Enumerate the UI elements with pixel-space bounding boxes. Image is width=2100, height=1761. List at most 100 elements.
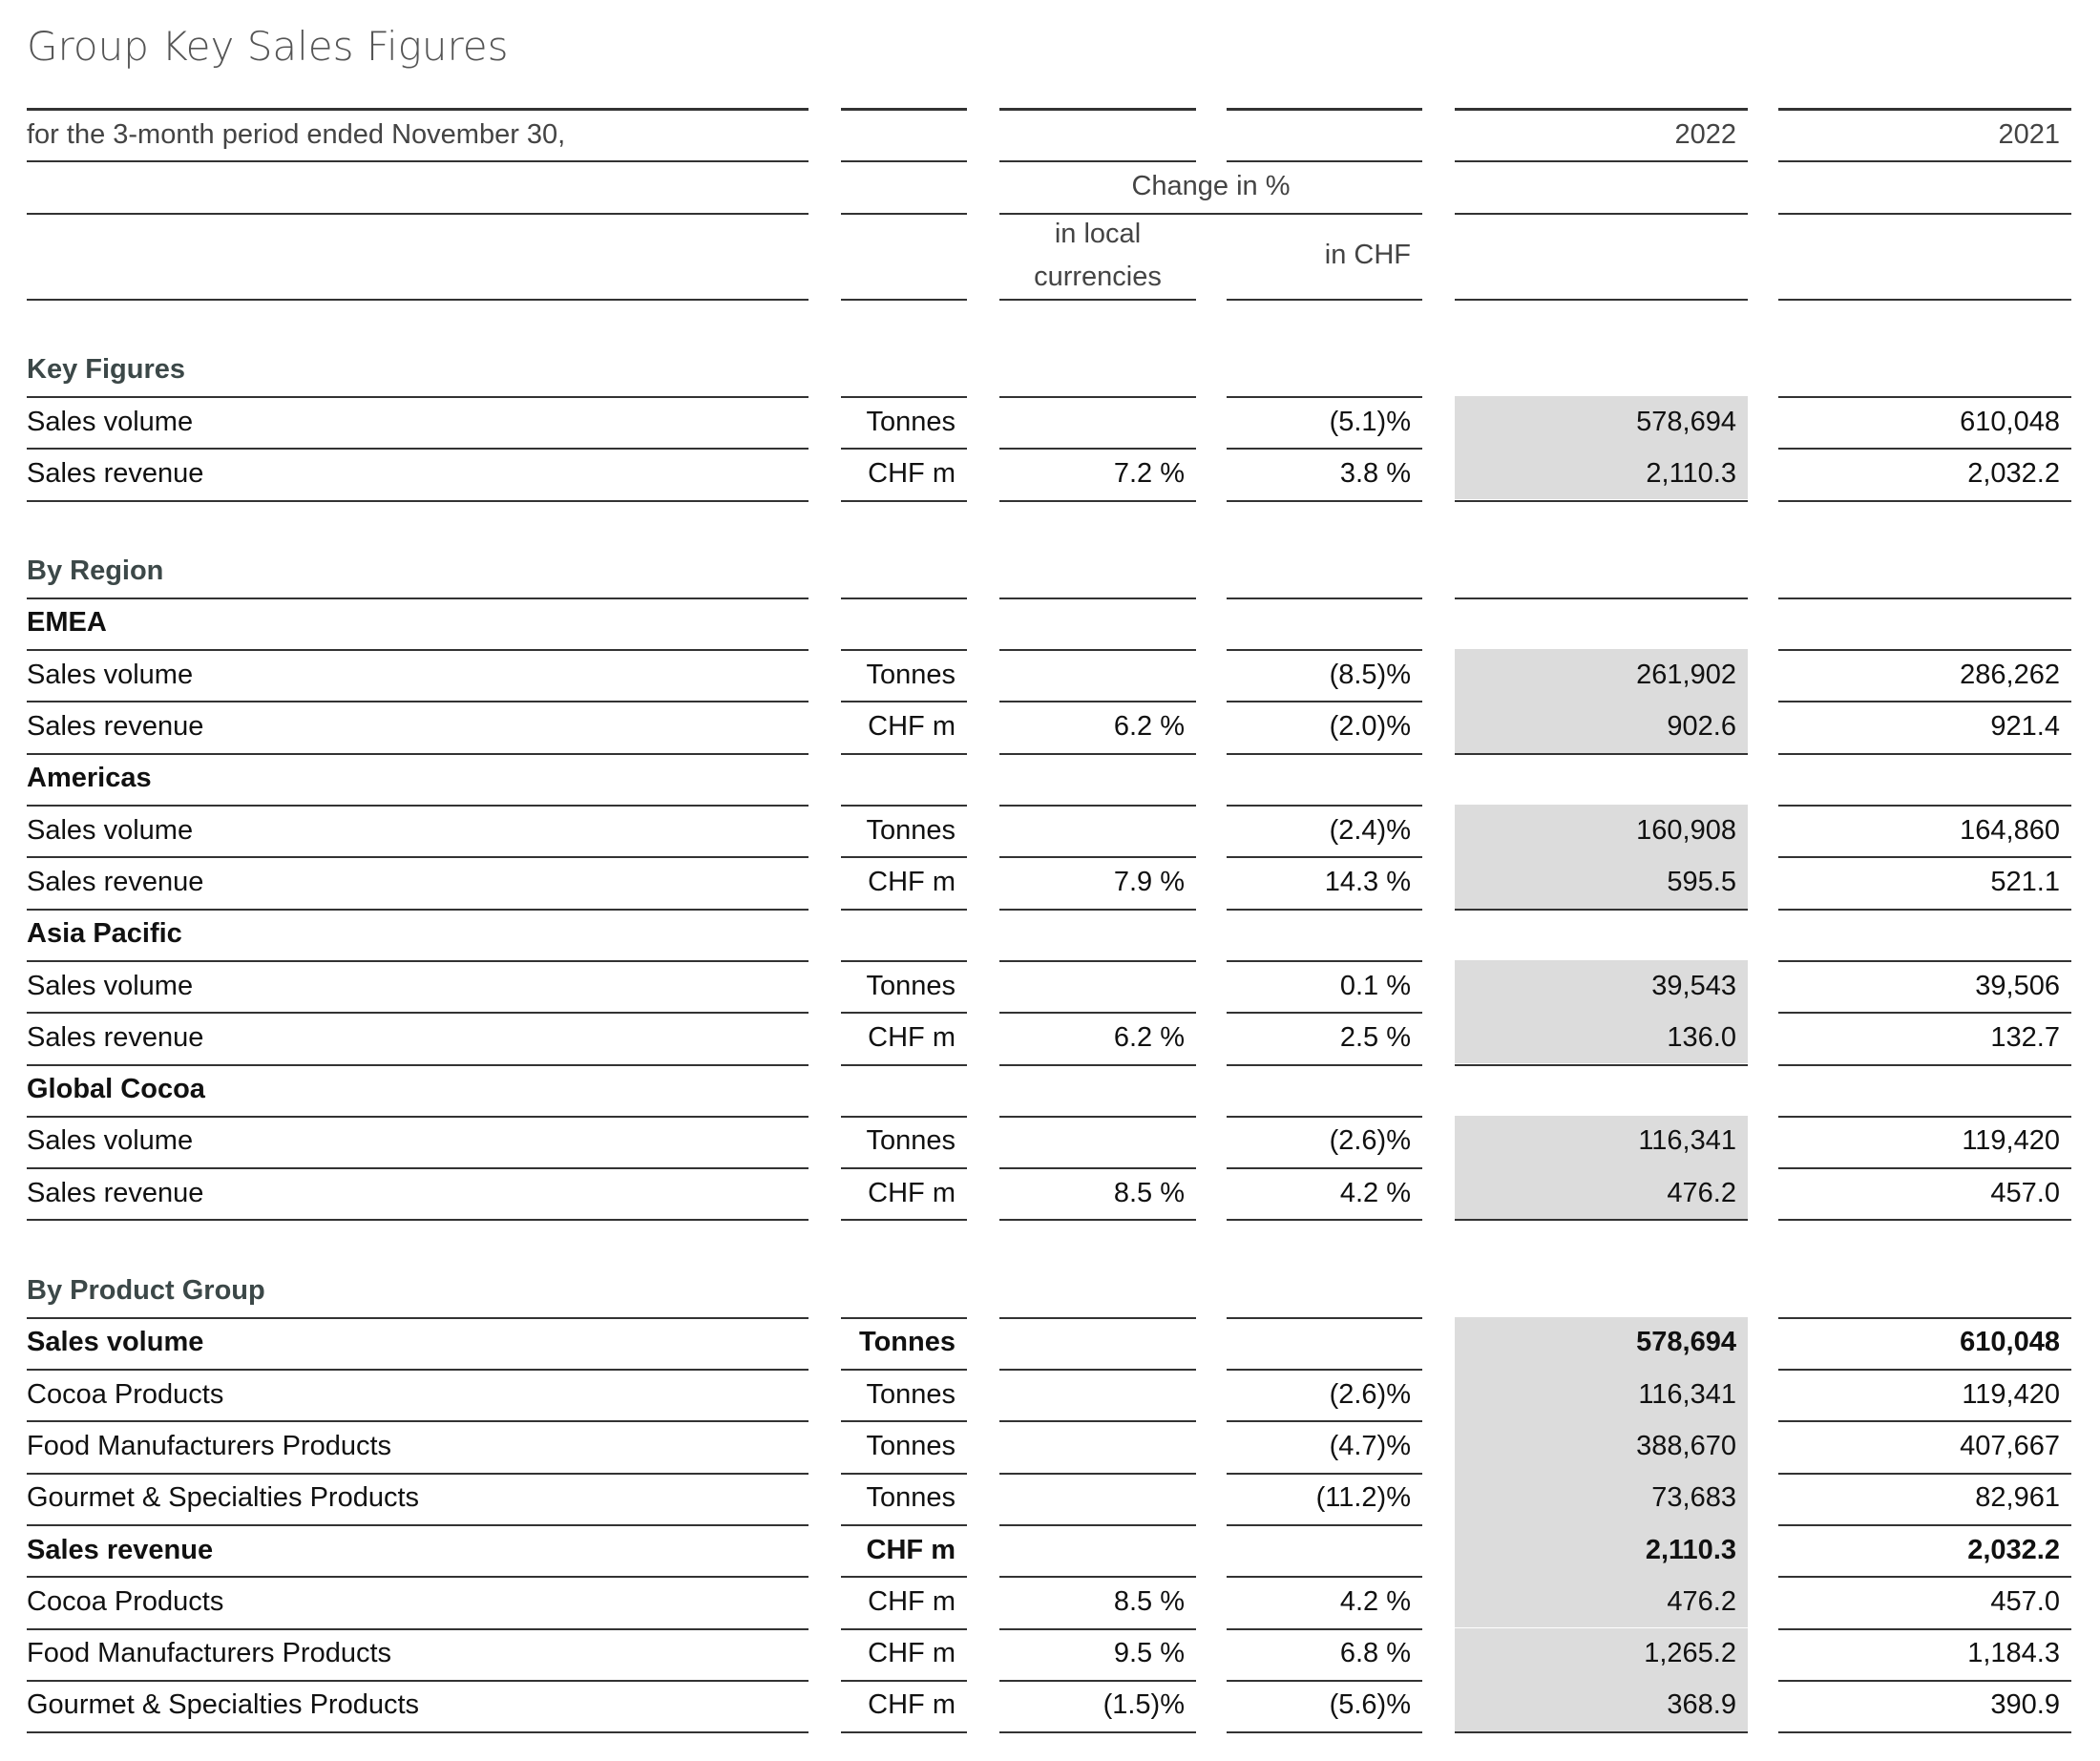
rule	[999, 752, 1196, 755]
rule	[999, 212, 1422, 215]
rule	[999, 108, 1196, 111]
highlight	[1455, 1012, 1748, 1064]
row-label: Sales revenue	[27, 711, 204, 743]
rule	[841, 108, 967, 111]
value-current: 902.6	[1667, 711, 1736, 743]
value-current: 578,694	[1636, 406, 1736, 437]
rule	[841, 1472, 967, 1475]
rule	[1227, 856, 1422, 859]
rule	[27, 959, 808, 962]
rule	[1778, 395, 2071, 398]
highlight	[1455, 1420, 1748, 1473]
rule	[1227, 959, 1422, 962]
rule	[999, 908, 1196, 911]
rule	[1455, 597, 1748, 599]
rule	[27, 1731, 808, 1734]
highlight	[1455, 1369, 1748, 1421]
rule	[841, 298, 967, 301]
rule	[999, 1167, 1196, 1170]
rule	[1227, 1063, 1422, 1066]
rule	[999, 298, 1196, 301]
rule	[1455, 1731, 1748, 1734]
row-label: Sales volume	[27, 659, 194, 690]
rule	[1227, 1472, 1422, 1475]
rule	[1227, 752, 1422, 755]
period: for the 3-month period ended November 30…	[27, 118, 566, 150]
rule	[1778, 1115, 2071, 1118]
rule	[841, 1063, 967, 1066]
value-current: 476.2	[1667, 1177, 1736, 1208]
value-current: 39,543	[1651, 970, 1736, 1001]
rule	[841, 1523, 967, 1526]
rule	[1778, 160, 2071, 163]
unit: CHF m	[868, 1021, 956, 1053]
value-chf: (2.4)%	[1329, 814, 1411, 846]
rule	[1778, 959, 2071, 962]
row-label: Asia Pacific	[27, 918, 182, 950]
rule	[1778, 1627, 2071, 1630]
rule	[27, 1472, 808, 1475]
row-label: Sales revenue	[27, 1021, 204, 1053]
value-prior: 164,860	[1960, 814, 2060, 846]
rule	[999, 597, 1196, 599]
rule	[1227, 1167, 1422, 1170]
rule	[27, 1523, 808, 1526]
section-title: By Region	[27, 556, 164, 587]
rule	[1778, 752, 2071, 755]
section-title: Key Figures	[27, 354, 185, 386]
value-current: 73,683	[1651, 1482, 1736, 1514]
rule	[841, 1369, 967, 1371]
value-prior: 82,961	[1975, 1482, 2060, 1514]
row-label: Gourmet & Specialties Products	[27, 1689, 420, 1721]
rule	[27, 1219, 808, 1222]
rule	[27, 1369, 808, 1371]
rule	[27, 856, 808, 859]
rule	[1227, 1012, 1422, 1015]
rule	[999, 1063, 1196, 1066]
rule	[1455, 212, 1748, 215]
value-chf: (2.6)%	[1329, 1125, 1411, 1157]
value-local: 7.9 %	[1113, 866, 1185, 897]
highlight	[1455, 649, 1748, 702]
rule	[999, 1012, 1196, 1015]
rule	[1227, 395, 1422, 398]
rule	[841, 1679, 967, 1682]
value-current: 595.5	[1667, 866, 1736, 897]
row-label: Global Cocoa	[27, 1074, 205, 1105]
value-prior: 119,420	[1962, 1378, 2060, 1410]
value-chf: (8.5)%	[1329, 659, 1411, 690]
rule	[1778, 1219, 2071, 1222]
value-local: 9.5 %	[1113, 1638, 1185, 1669]
value-prior: 39,506	[1975, 970, 2060, 1001]
rule	[999, 649, 1196, 652]
row-label: Sales revenue	[27, 457, 204, 489]
rule	[1227, 597, 1422, 599]
rule	[841, 649, 967, 652]
rule	[999, 499, 1196, 502]
rule	[27, 1576, 808, 1579]
rule	[1778, 908, 2071, 911]
rule	[841, 212, 967, 215]
rule	[1455, 298, 1748, 301]
highlight	[1455, 395, 1748, 449]
value-local: 7.2 %	[1113, 457, 1185, 489]
row-label: Cocoa Products	[27, 1585, 224, 1617]
rule	[27, 298, 808, 301]
rule	[841, 1219, 967, 1222]
rule	[1455, 1063, 1748, 1066]
rule	[841, 1012, 967, 1015]
rule	[1778, 108, 2071, 111]
row-label: Gourmet & Specialties Products	[27, 1482, 420, 1514]
rule	[1227, 908, 1422, 911]
rule	[1227, 160, 1422, 163]
highlight	[1455, 1472, 1748, 1524]
rule	[1778, 1316, 2071, 1319]
rule	[27, 448, 808, 451]
value-prior: 457.0	[1990, 1177, 2060, 1208]
value-chf: 3.8 %	[1339, 457, 1411, 489]
highlight	[1455, 1115, 1748, 1168]
unit: Tonnes	[859, 1327, 956, 1358]
rule	[1227, 1369, 1422, 1371]
rule	[999, 805, 1196, 807]
rule	[999, 959, 1196, 962]
